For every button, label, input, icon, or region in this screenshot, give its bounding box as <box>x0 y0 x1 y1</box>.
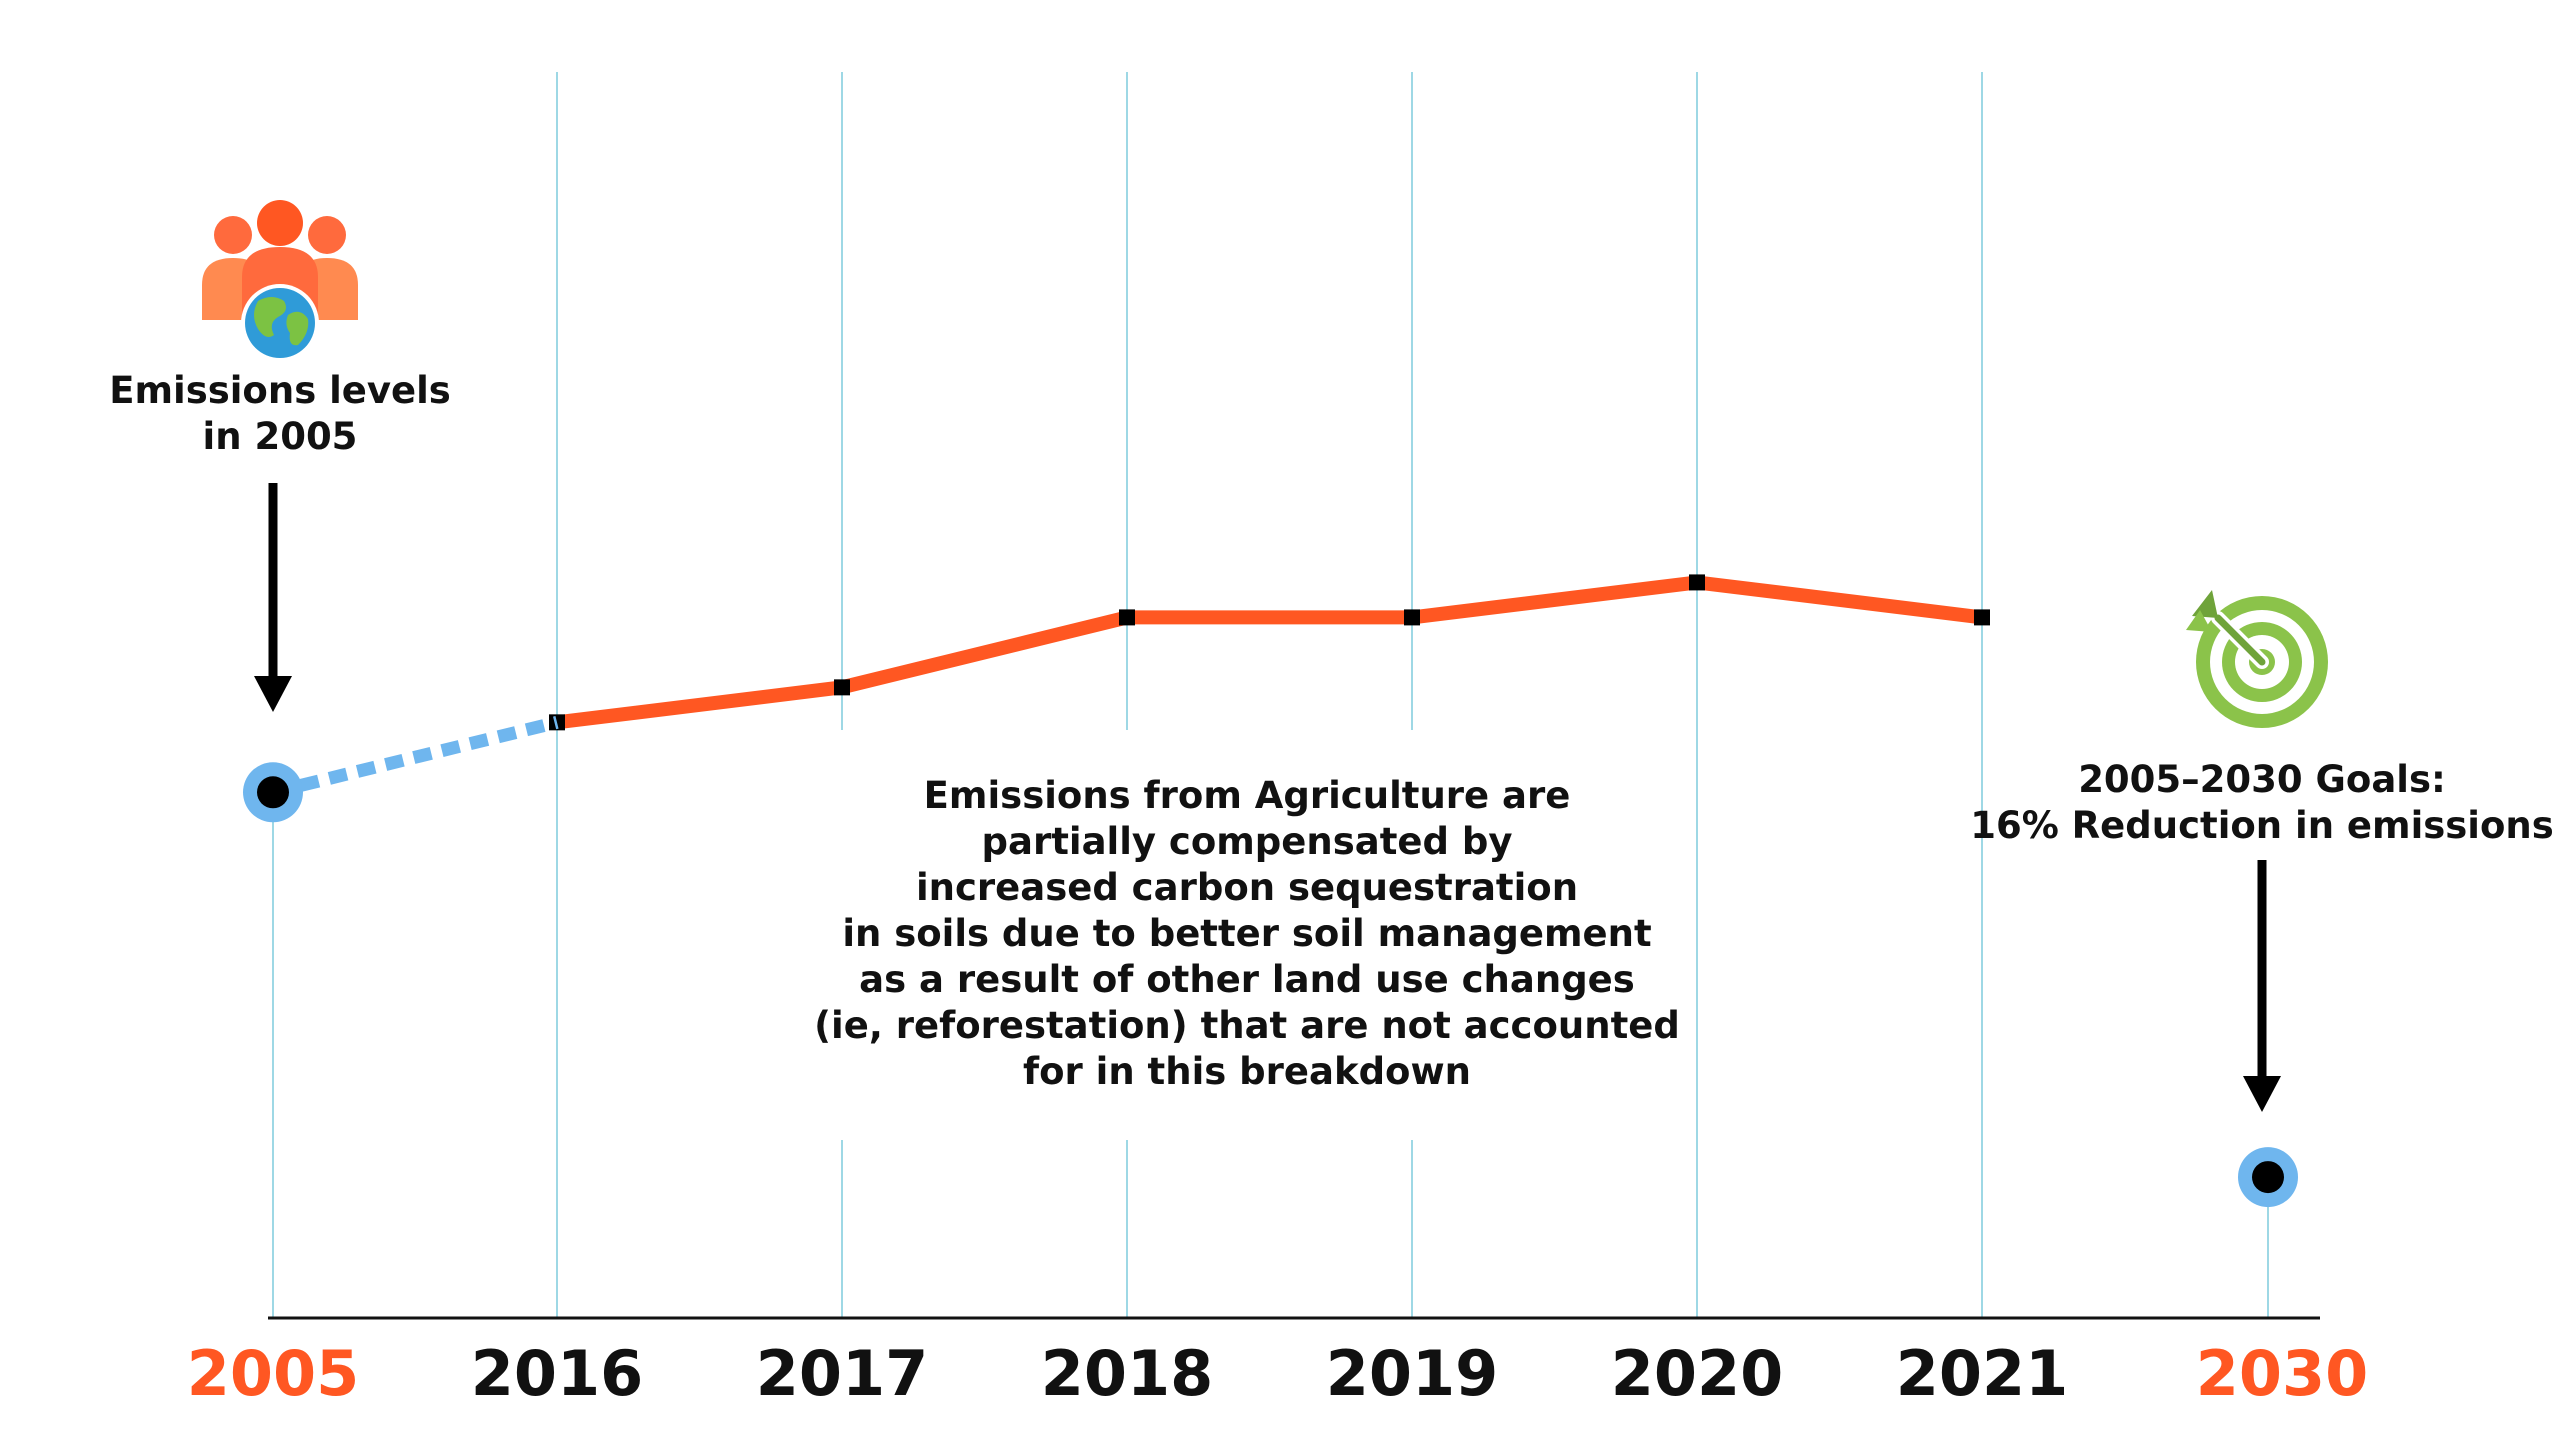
data-point-2018 <box>1119 609 1135 626</box>
grid-layer <box>272 72 2269 1318</box>
data-point-2017 <box>834 679 850 696</box>
goal-label-line-1: 2005–2030 Goals: <box>2078 758 2446 801</box>
x-tick-label-2030: 2030 <box>2196 1337 2369 1410</box>
marker-dot-2005 <box>257 776 289 809</box>
x-tick-label-2019: 2019 <box>1326 1337 1499 1410</box>
baseline-arrow <box>254 483 292 712</box>
series-line-emissions <box>556 575 1983 730</box>
goal-annotation: 2005–2030 Goals: 16% Reduction in emissi… <box>1970 590 2554 1112</box>
data-point-2019 <box>1404 609 1420 626</box>
note-background <box>830 730 1660 1140</box>
note-line-4: in soils due to better soil management <box>842 912 1651 955</box>
baseline-label-line-1: Emissions levels <box>109 369 451 412</box>
baseline-annotation: Emissions levels in 2005 <box>109 200 451 712</box>
marker-dot-2030 <box>2252 1161 2284 1194</box>
x-tick-label-2020: 2020 <box>1611 1337 1784 1410</box>
note-line-1: Emissions from Agriculture are <box>924 774 1571 817</box>
x-tick-label-2021: 2021 <box>1896 1337 2069 1410</box>
note-line-6: (ie, reforestation) that are not account… <box>814 1004 1680 1047</box>
goal-label-line-2: 16% Reduction in emissions <box>1970 804 2554 847</box>
note-line-7: for in this breakdown <box>1023 1050 1471 1093</box>
note-annotation: Emissions from Agriculture are partially… <box>814 730 1680 1140</box>
marker-layer <box>243 762 2298 1208</box>
goal-arrow <box>2243 860 2281 1112</box>
note-line-5: as a result of other land use changes <box>859 958 1635 1001</box>
series-line-dotted <box>271 716 559 799</box>
series-layer <box>271 574 1990 799</box>
x-tick-label-2005: 2005 <box>187 1337 360 1410</box>
x-tick-label-2018: 2018 <box>1041 1337 1214 1410</box>
data-point-2021 <box>1974 609 1990 626</box>
tick-labels: 2005 2016 2017 2018 2019 2020 2021 2030 <box>187 1337 2369 1410</box>
baseline-label-line-2: in 2005 <box>203 415 358 458</box>
x-tick-label-2016: 2016 <box>471 1337 644 1410</box>
note-line-2: partially compensated by <box>982 820 1513 863</box>
x-tick-label-2017: 2017 <box>756 1337 929 1410</box>
data-point-2020 <box>1689 574 1705 591</box>
target-icon <box>2186 590 2328 728</box>
note-line-3: increased carbon sequestration <box>916 866 1578 909</box>
people-globe-icon <box>202 200 358 362</box>
